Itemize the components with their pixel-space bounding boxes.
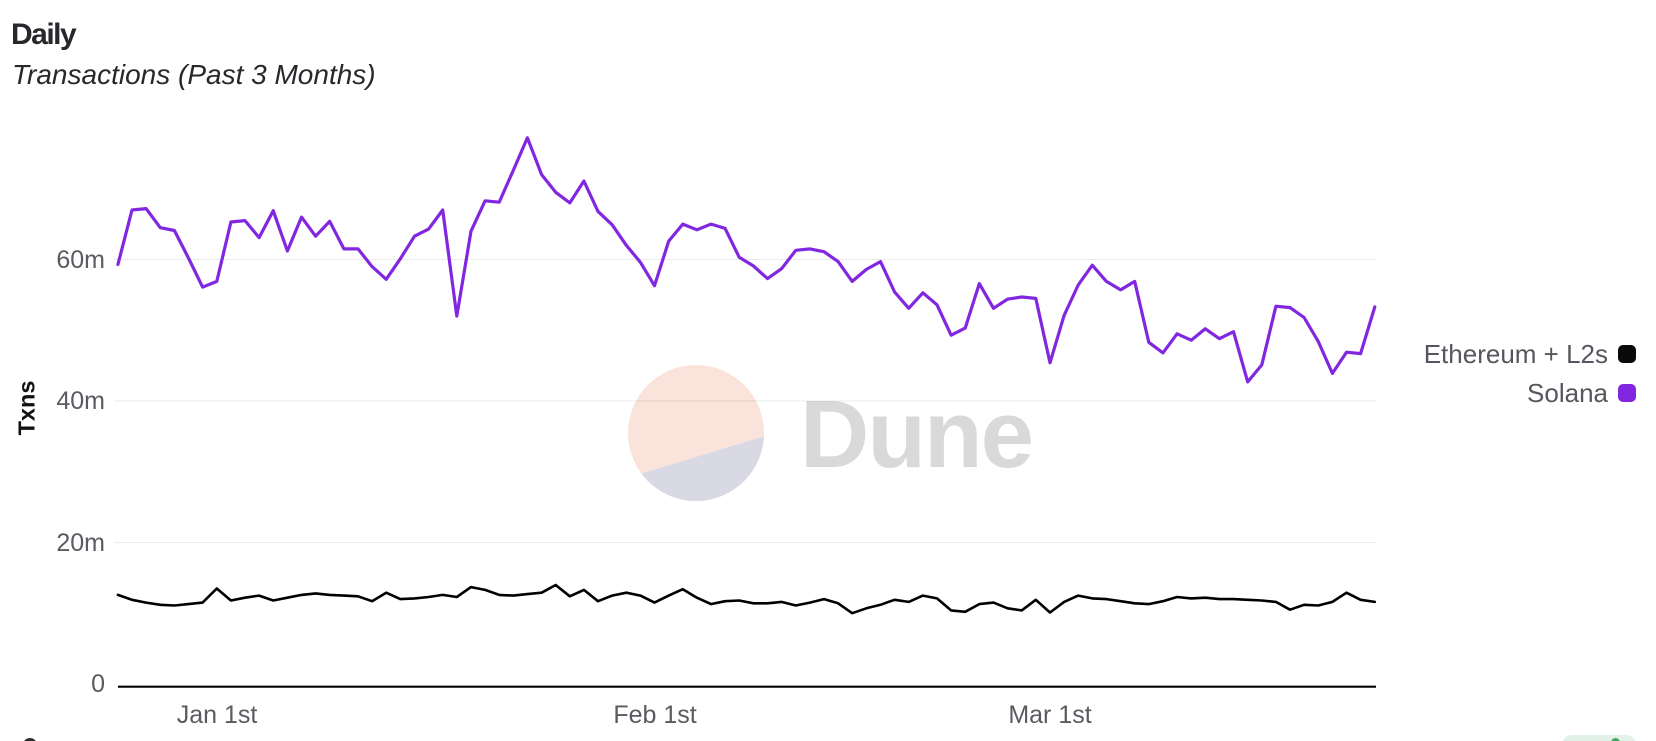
svg-text:Dune: Dune <box>800 381 1032 488</box>
